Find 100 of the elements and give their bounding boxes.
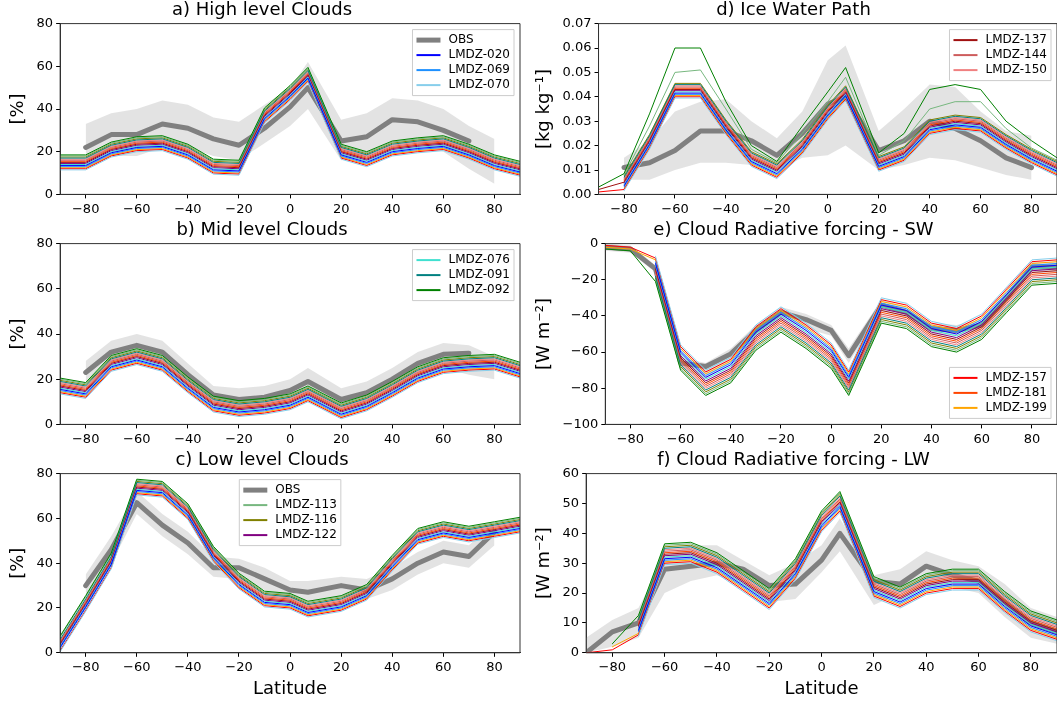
- x-tick-label: 60: [970, 658, 987, 674]
- chart-title: f) Cloud Radiative forcing - LW: [657, 448, 930, 470]
- x-tick-label: 0: [823, 200, 832, 216]
- y-tick-label: −20: [570, 271, 599, 287]
- x-tick-label: 80: [486, 200, 503, 216]
- legend-label: LMDZ-122: [275, 527, 337, 542]
- x-tick-label: 40: [383, 200, 401, 216]
- y-tick-label: 80: [36, 14, 54, 30]
- y-tick-label: 0: [590, 234, 599, 250]
- legend-label: LMDZ-199: [985, 400, 1048, 415]
- x-tick-label: −20: [755, 658, 783, 674]
- legend-label: OBS: [275, 482, 301, 497]
- x-tick-label: −20: [767, 430, 795, 446]
- x-axis-title: Latitude: [784, 676, 859, 698]
- y-tick-label: 0: [44, 644, 54, 660]
- y-tick-label: 20: [562, 584, 580, 600]
- y-tick-label: 60: [36, 509, 54, 525]
- x-tick-label: 40: [921, 200, 938, 216]
- x-tick-label: −40: [174, 658, 202, 674]
- x-tick-label: 40: [383, 430, 401, 446]
- chart-title: e) Cloud Radiative forcing - SW: [653, 218, 934, 240]
- x-tick-label: 20: [870, 200, 887, 216]
- x-tick-label: 80: [1023, 430, 1041, 446]
- legend-label: LMDZ-070: [448, 77, 511, 92]
- y-tick-label: 20: [36, 599, 54, 615]
- x-tick-label: 60: [435, 430, 452, 446]
- chart-title: d) Ice Water Path: [716, 0, 871, 20]
- x-tick-label: 20: [873, 430, 890, 446]
- legend-label: LMDZ-150: [985, 62, 1048, 77]
- legend-label: LMDZ-091: [448, 267, 511, 282]
- y-tick-label: 0.06: [562, 39, 592, 55]
- x-tick-label: −60: [123, 200, 151, 216]
- y-tick-label: 80: [36, 464, 54, 480]
- x-tick-label: −20: [763, 200, 791, 216]
- y-axis-title: [%]: [6, 547, 28, 579]
- x-tick-label: 0: [285, 658, 295, 674]
- x-tick-label: −40: [712, 200, 740, 216]
- x-tick-label: −80: [616, 430, 645, 446]
- legend-label: LMDZ-020: [448, 47, 511, 62]
- legend-label: LMDZ-069: [448, 62, 511, 77]
- legend-label: LMDZ-076: [448, 252, 511, 267]
- y-tick-label: 40: [36, 554, 54, 570]
- x-tick-label: −60: [650, 658, 679, 674]
- legend-label: LMDZ-144: [985, 47, 1048, 62]
- x-tick-label: 0: [817, 658, 826, 674]
- x-tick-label: 60: [435, 200, 452, 216]
- x-tick-label: −80: [71, 430, 100, 446]
- y-tick-label: 0: [44, 415, 54, 431]
- x-tick-label: 40: [923, 430, 940, 446]
- x-tick-label: 80: [1022, 658, 1040, 674]
- x-tick-label: 20: [332, 658, 350, 674]
- legend-label: LMDZ-092: [448, 282, 511, 297]
- legend-label: LMDZ-137: [985, 32, 1048, 47]
- x-tick-label: −60: [661, 200, 689, 216]
- x-axis-title: Latitude: [253, 676, 328, 698]
- y-axis-title: [%]: [6, 318, 28, 350]
- y-tick-label: 20: [36, 370, 54, 386]
- y-axis-title: [%]: [6, 93, 28, 125]
- y-tick-label: 60: [36, 57, 54, 73]
- x-tick-label: 0: [827, 430, 836, 446]
- y-tick-label: 0.01: [562, 161, 592, 177]
- y-tick-label: 0.07: [562, 14, 592, 30]
- y-tick-label: 40: [36, 100, 54, 116]
- y-tick-label: 0: [570, 644, 580, 660]
- y-tick-label: 0.02: [562, 136, 592, 152]
- x-tick-label: −80: [71, 658, 100, 674]
- y-tick-label: 20: [36, 143, 54, 159]
- y-tick-label: −60: [570, 343, 599, 359]
- chart-title: b) Mid level Clouds: [176, 218, 348, 240]
- y-tick-label: 80: [36, 234, 54, 250]
- y-tick-label: 30: [562, 554, 580, 570]
- x-tick-label: 60: [435, 658, 452, 674]
- x-tick-label: −20: [225, 200, 253, 216]
- y-tick-label: −80: [570, 379, 599, 395]
- legend-label: OBS: [448, 32, 474, 47]
- x-tick-label: −40: [703, 658, 731, 674]
- x-tick-label: −80: [610, 200, 638, 216]
- x-tick-label: −20: [225, 658, 253, 674]
- y-axis-title: [W m⁻²]: [532, 298, 554, 370]
- x-tick-label: 60: [973, 430, 990, 446]
- y-tick-label: 10: [562, 614, 580, 630]
- x-tick-label: −60: [123, 430, 151, 446]
- x-tick-label: −40: [174, 200, 202, 216]
- x-tick-label: 40: [383, 658, 401, 674]
- y-tick-label: 60: [36, 280, 54, 296]
- x-tick-label: 0: [285, 430, 295, 446]
- legend-label: LMDZ-113: [275, 497, 337, 512]
- x-tick-label: −80: [71, 200, 100, 216]
- x-tick-label: 80: [1023, 200, 1040, 216]
- y-tick-label: 0.00: [562, 185, 592, 201]
- y-tick-label: 0.03: [562, 112, 592, 128]
- x-tick-label: −40: [717, 430, 745, 446]
- y-tick-label: −100: [562, 415, 599, 431]
- y-tick-label: −40: [570, 307, 599, 323]
- y-tick-label: 60: [562, 464, 580, 480]
- y-axis-title: [W m⁻²]: [532, 527, 554, 600]
- chart-title: c) Low level Clouds: [175, 448, 349, 470]
- y-tick-label: 40: [562, 524, 580, 540]
- y-tick-label: 40: [36, 325, 54, 341]
- x-tick-label: 80: [486, 430, 503, 446]
